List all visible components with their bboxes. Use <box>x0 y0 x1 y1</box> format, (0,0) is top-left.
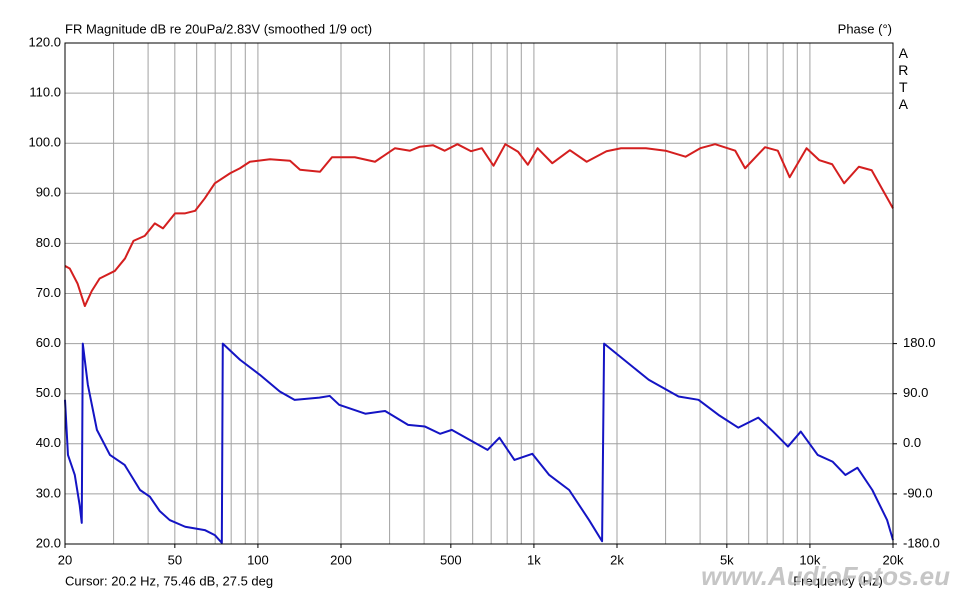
y-tick-label: 80.0 <box>36 235 61 250</box>
y2-tick-label: 180.0 <box>903 335 936 350</box>
chart-title: FR Magnitude dB re 20uPa/2.83V (smoothed… <box>65 21 372 36</box>
y2-tick-label: -180.0 <box>903 535 940 550</box>
x-tick-label: 200 <box>330 552 352 567</box>
logo: ARTA <box>895 45 911 113</box>
x-tick-label: 500 <box>440 552 462 567</box>
series-line <box>64 342 894 544</box>
cursor-readout: Cursor: 20.2 Hz, 75.46 dB, 27.5 deg <box>65 573 273 588</box>
x-tick-label: 20k <box>883 552 904 567</box>
plot-border <box>64 42 894 545</box>
y-tick-label: 110.0 <box>29 85 61 100</box>
y-tick-label: 120.0 <box>28 34 61 49</box>
y2-tick-label: 0.0 <box>903 435 921 450</box>
series-line <box>64 143 894 308</box>
y2-axis-title: Phase (°) <box>838 21 892 36</box>
y-tick-label: 40.0 <box>36 435 61 450</box>
y-tick-label: 90.0 <box>36 185 61 200</box>
x-tick-label: 100 <box>247 552 269 567</box>
plot-area <box>64 143 894 544</box>
watermark: www.AudioFotos.eu <box>701 561 950 591</box>
y-tick-label: 100.0 <box>28 135 61 150</box>
x-tick-label: 10k <box>799 552 820 567</box>
x-tick-label: 1k <box>527 552 541 567</box>
x-tick-label: 50 <box>168 552 182 567</box>
y-tick-label: 70.0 <box>36 285 61 300</box>
y2-tick-label: -90.0 <box>903 485 933 500</box>
y2-tick-label: 90.0 <box>903 385 928 400</box>
x-tick-label: 5k <box>720 552 734 567</box>
y-tick-label: 20.0 <box>36 535 61 550</box>
y-tick-label: 60.0 <box>36 335 61 350</box>
x-axis-title: Frequency (Hz) <box>793 573 883 588</box>
y-tick-label: 30.0 <box>36 485 61 500</box>
y-tick-label: 50.0 <box>36 385 61 400</box>
x-tick-label: 2k <box>610 552 624 567</box>
x-tick-label: 20 <box>58 552 72 567</box>
